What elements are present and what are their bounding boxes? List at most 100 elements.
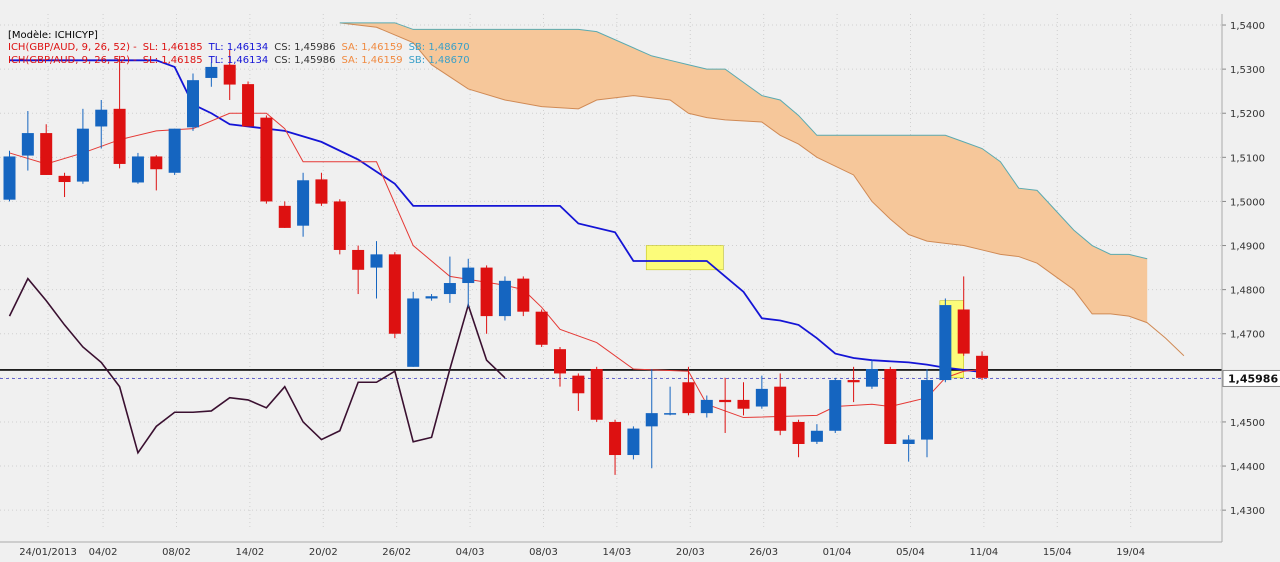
candle-body bbox=[700, 399, 713, 414]
candle-body bbox=[150, 156, 163, 170]
x-tick-label: 01/04 bbox=[823, 547, 852, 558]
candle bbox=[774, 373, 787, 436]
x-tick-label: 26/03 bbox=[749, 547, 778, 558]
candle bbox=[829, 377, 842, 433]
candle bbox=[333, 199, 346, 255]
candle-body bbox=[462, 267, 475, 284]
candle-body bbox=[407, 298, 420, 367]
candle-body bbox=[388, 254, 401, 334]
candle-body bbox=[645, 413, 658, 427]
candle bbox=[792, 419, 805, 458]
candle-body bbox=[297, 180, 310, 226]
chikou-span-line bbox=[8, 277, 506, 455]
candle-body bbox=[443, 283, 456, 295]
x-tick-label: 14/02 bbox=[235, 547, 264, 558]
candle-body bbox=[113, 108, 126, 164]
y-tick-label: 1,4900 bbox=[1230, 242, 1265, 253]
candle bbox=[425, 294, 438, 301]
candle-body bbox=[40, 133, 53, 175]
legend-cs: CS: 1,45986 bbox=[274, 55, 336, 66]
candle-body bbox=[902, 439, 915, 444]
kumo-cloud bbox=[339, 22, 1148, 323]
candle-body bbox=[480, 267, 493, 317]
candle-body bbox=[3, 156, 16, 200]
candle bbox=[645, 369, 658, 469]
legend-sl: SL: 1,46185 bbox=[142, 42, 203, 53]
y-tick-label: 1,4500 bbox=[1230, 418, 1265, 429]
candle bbox=[480, 265, 493, 334]
candle bbox=[627, 426, 640, 460]
candle bbox=[297, 172, 310, 237]
candle-body bbox=[939, 305, 952, 381]
candle-body bbox=[572, 375, 585, 394]
candle bbox=[810, 424, 823, 444]
candle bbox=[278, 201, 291, 228]
candle-body bbox=[792, 421, 805, 444]
candle bbox=[223, 49, 236, 100]
candle-body bbox=[664, 413, 677, 415]
candle-body bbox=[535, 311, 548, 345]
y-tick-label: 1,5400 bbox=[1230, 21, 1265, 32]
candle-body bbox=[976, 355, 989, 378]
legend-sb: SB: 1,48670 bbox=[408, 42, 470, 53]
candle-body bbox=[719, 399, 732, 403]
senkou-span-b-line bbox=[339, 22, 1148, 260]
candle bbox=[921, 369, 933, 458]
candle bbox=[755, 375, 768, 409]
candle bbox=[315, 172, 328, 206]
candle bbox=[517, 276, 530, 317]
y-tick-label: 1,4800 bbox=[1230, 286, 1265, 297]
y-tick-label: 1,4700 bbox=[1230, 330, 1265, 341]
candle bbox=[150, 155, 163, 191]
candle bbox=[976, 351, 989, 381]
candle-body bbox=[590, 369, 603, 420]
candle-body bbox=[498, 280, 511, 317]
y-tick-label: 1,4400 bbox=[1230, 462, 1265, 473]
candle bbox=[957, 276, 970, 356]
last-price-label: 1,45986 bbox=[1228, 372, 1278, 385]
candle-body bbox=[223, 64, 236, 85]
candle-body bbox=[370, 254, 383, 268]
legend-tl: TL: 1,46134 bbox=[208, 42, 269, 53]
candle bbox=[388, 252, 401, 339]
kijun-sen-line bbox=[9, 59, 983, 374]
candle-body bbox=[755, 388, 768, 407]
x-tick-label: 19/04 bbox=[1116, 547, 1145, 558]
candle bbox=[407, 291, 420, 367]
candle bbox=[682, 366, 695, 416]
candle-body bbox=[278, 205, 291, 228]
candle-body bbox=[810, 430, 823, 442]
candle-body bbox=[517, 278, 530, 312]
candle-body bbox=[21, 133, 34, 156]
candle bbox=[700, 395, 713, 418]
candle bbox=[131, 152, 144, 184]
candle bbox=[664, 386, 677, 416]
candle-body bbox=[260, 117, 273, 202]
candle bbox=[40, 124, 53, 175]
candle-body bbox=[352, 249, 365, 270]
legend-sb: SB: 1,48670 bbox=[408, 55, 470, 66]
x-tick-label: 15/04 bbox=[1043, 547, 1072, 558]
candle-body bbox=[205, 66, 218, 78]
candle bbox=[21, 111, 34, 171]
candle bbox=[113, 55, 126, 169]
legend-row-2: ICH(GBP/AUD, 9, 26, 52) - SL: 1,46185 TL: … bbox=[8, 55, 476, 66]
x-tick-label: 04/02 bbox=[89, 547, 118, 558]
candle-body bbox=[737, 399, 750, 409]
candle bbox=[939, 298, 952, 383]
x-tick-label: 20/03 bbox=[676, 547, 705, 558]
candle bbox=[205, 62, 218, 87]
candle bbox=[443, 256, 456, 303]
candle-body bbox=[315, 179, 328, 204]
candle bbox=[554, 346, 566, 387]
y-tick-label: 1,5300 bbox=[1230, 65, 1265, 76]
senkou-span-a-line bbox=[339, 22, 1185, 357]
legend-series: ICH(GBP/AUD, 9, 26, 52) - bbox=[8, 42, 137, 53]
candle-body bbox=[168, 128, 181, 173]
candle bbox=[609, 419, 622, 475]
y-tick-label: 1,5000 bbox=[1230, 197, 1265, 208]
legend-sa: SA: 1,46159 bbox=[341, 55, 403, 66]
x-tick-label: 08/03 bbox=[529, 547, 558, 558]
